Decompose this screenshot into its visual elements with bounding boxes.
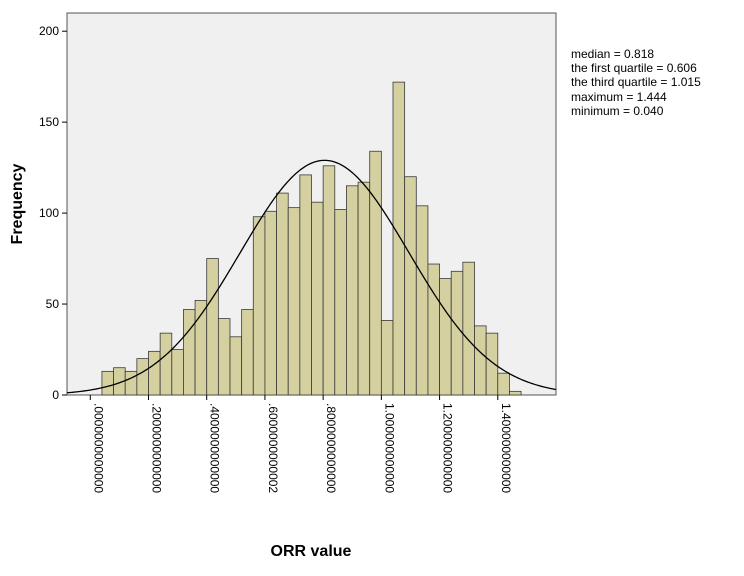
histogram-bar xyxy=(346,185,359,396)
histogram-bar xyxy=(311,201,324,396)
histogram-bar xyxy=(404,176,417,396)
histogram-bar xyxy=(439,278,452,396)
histogram-bar xyxy=(287,207,301,396)
y-axis: 0 50 100 150 200 xyxy=(39,24,67,402)
histogram-bars xyxy=(101,81,522,396)
histogram-bar xyxy=(252,216,266,396)
histogram-bar xyxy=(380,320,394,396)
histogram-bar xyxy=(357,181,371,396)
histogram-bar xyxy=(241,309,254,396)
y-tick-label: 50 xyxy=(46,297,60,311)
x-axis: .0000000000000 .2000000000000 .40000000000… xyxy=(89,395,513,493)
x-tick-label: .0000000000000 xyxy=(91,403,105,493)
y-tick-label: 200 xyxy=(39,24,59,38)
stat-first-quartile: the first quartile = 0.606 xyxy=(571,61,697,76)
histogram-bar xyxy=(369,150,382,396)
histogram-bar xyxy=(415,205,429,396)
histogram-bar xyxy=(334,209,347,396)
x-tick-label: 1.000000000000 xyxy=(382,403,396,493)
x-tick-label: 1.200000000000 xyxy=(441,403,455,493)
histogram-bar xyxy=(485,332,499,396)
x-tick-label: .2000000000000 xyxy=(150,403,164,493)
histogram-bar xyxy=(136,358,149,396)
histogram-bar xyxy=(462,261,475,396)
x-tick-label: .6000000000002 xyxy=(266,403,280,493)
histogram-bar xyxy=(509,390,522,396)
histogram-bar xyxy=(206,258,219,396)
histogram-bar xyxy=(229,336,243,396)
histogram-bar xyxy=(159,332,173,396)
histogram-bar xyxy=(427,263,440,396)
y-tick-label: 100 xyxy=(39,206,59,220)
x-tick-label: 1.400000000000 xyxy=(499,403,513,493)
summary-statistics: median = 0.818 the first quartile = 0.60… xyxy=(571,47,701,118)
histogram-bar xyxy=(183,309,196,396)
histogram-bar xyxy=(148,350,161,396)
histogram-bar xyxy=(101,370,114,396)
histogram-bar xyxy=(276,192,289,396)
y-tick-label: 0 xyxy=(52,388,59,402)
histogram-bar xyxy=(217,318,231,396)
histogram-bar xyxy=(392,81,406,396)
histogram-bar xyxy=(450,270,464,396)
x-axis-label: ORR value xyxy=(271,543,352,560)
stat-minimum: minimum = 0.040 xyxy=(571,103,664,118)
y-tick-label: 150 xyxy=(39,115,59,129)
stat-median: median = 0.818 xyxy=(571,47,655,61)
stat-third-quartile: the third quartile = 1.015 xyxy=(571,75,701,90)
normal-distribution-curve xyxy=(66,159,557,394)
histogram-bar xyxy=(264,210,277,396)
x-tick-label: .8000000000000 xyxy=(324,403,338,493)
y-axis-label: Frequency xyxy=(9,163,26,244)
histogram-bar xyxy=(497,372,510,396)
histogram-bar xyxy=(299,174,312,396)
histogram-bar xyxy=(322,165,336,396)
histogram-bar xyxy=(474,325,487,396)
x-tick-label: .4000000000000 xyxy=(208,403,222,493)
stat-maximum: maximum = 1.444 xyxy=(571,89,667,104)
histogram-bar xyxy=(124,370,138,396)
histogram-bar xyxy=(171,349,184,396)
